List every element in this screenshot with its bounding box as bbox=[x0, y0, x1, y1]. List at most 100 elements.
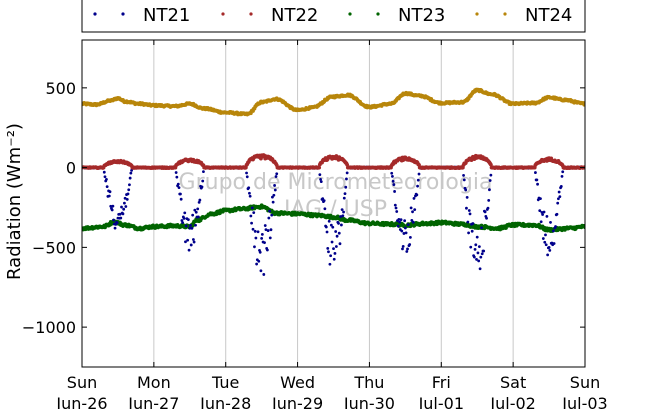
data-point bbox=[482, 249, 486, 253]
data-point bbox=[551, 229, 555, 233]
data-point bbox=[321, 197, 325, 201]
legend-label: NT24 bbox=[525, 5, 572, 26]
data-point bbox=[409, 206, 413, 210]
data-point bbox=[326, 246, 330, 250]
data-point bbox=[480, 252, 484, 256]
data-point bbox=[327, 250, 330, 254]
data-point bbox=[408, 236, 412, 239]
legend-entry: NT23 bbox=[348, 5, 445, 26]
data-point bbox=[339, 215, 343, 218]
x-tick-label-date: Jun-27 bbox=[127, 394, 179, 409]
watermark-line: Grupo de Micrometeorologia bbox=[179, 170, 493, 195]
x-tick-label-date: Jul-01 bbox=[418, 394, 464, 409]
x-tick-label-day: Fri bbox=[432, 373, 451, 392]
data-point bbox=[123, 196, 127, 200]
data-point bbox=[337, 231, 341, 235]
data-point bbox=[188, 226, 192, 230]
data-point bbox=[408, 243, 412, 246]
x-tick-label-day: Tue bbox=[211, 373, 239, 392]
data-point bbox=[472, 255, 476, 259]
data-point bbox=[399, 218, 403, 222]
data-point bbox=[332, 247, 335, 251]
data-point bbox=[411, 210, 414, 214]
x-tick-label-day: Wed bbox=[280, 373, 315, 392]
legend-marker bbox=[348, 12, 352, 16]
data-point bbox=[319, 178, 322, 181]
legend: NT21 NT22 NT23 NT24 bbox=[81, 0, 586, 33]
data-point bbox=[345, 162, 350, 167]
data-point bbox=[342, 196, 346, 200]
data-point bbox=[560, 175, 564, 178]
data-point bbox=[273, 184, 276, 187]
series-nt23 bbox=[82, 203, 585, 233]
data-point bbox=[200, 185, 204, 189]
data-point bbox=[344, 185, 348, 189]
data-point bbox=[271, 195, 274, 199]
data-point bbox=[128, 176, 132, 180]
data-point bbox=[128, 183, 131, 187]
data-point bbox=[475, 235, 479, 239]
data-point bbox=[265, 248, 269, 252]
data-point bbox=[328, 262, 332, 266]
data-point bbox=[267, 216, 271, 220]
x-axis: Sun Jun-26 Mon Jun-27 Tue Jun-28 Wed Jun-29 Thu J… bbox=[55, 40, 608, 409]
data-point bbox=[542, 210, 546, 214]
data-point bbox=[317, 165, 322, 170]
data-point bbox=[129, 171, 133, 175]
legend-label: NT21 bbox=[143, 5, 190, 26]
y-tick-label: 0 bbox=[66, 159, 76, 178]
data-point bbox=[102, 170, 106, 174]
data-point bbox=[487, 198, 491, 202]
legend-marker bbox=[475, 12, 479, 16]
data-point bbox=[402, 232, 406, 235]
data-point bbox=[112, 218, 116, 222]
data-point bbox=[325, 230, 329, 234]
data-point bbox=[126, 192, 130, 196]
data-point bbox=[274, 175, 278, 178]
data-point bbox=[340, 223, 343, 227]
data-point bbox=[464, 188, 468, 192]
data-point bbox=[393, 203, 397, 207]
data-point bbox=[534, 171, 537, 174]
data-point bbox=[558, 195, 562, 199]
legend-entry: NT22 bbox=[221, 5, 318, 26]
data-point bbox=[252, 211, 256, 215]
data-point bbox=[404, 231, 408, 235]
legend-marker bbox=[93, 12, 97, 16]
data-point bbox=[260, 236, 264, 240]
data-point bbox=[557, 190, 561, 194]
data-point bbox=[251, 227, 255, 231]
legend-marker bbox=[376, 12, 380, 16]
data-point bbox=[467, 231, 470, 235]
data-point bbox=[180, 219, 184, 222]
data-point bbox=[120, 205, 123, 209]
data-point bbox=[476, 251, 480, 255]
data-point bbox=[400, 229, 404, 233]
data-point bbox=[473, 248, 477, 251]
data-point bbox=[405, 250, 409, 253]
data-point bbox=[342, 210, 345, 214]
data-point bbox=[123, 201, 126, 205]
series-nt22 bbox=[82, 153, 585, 170]
data-point bbox=[340, 208, 344, 211]
data-point bbox=[390, 171, 394, 175]
y-tick-label: 500 bbox=[45, 79, 76, 98]
data-point bbox=[121, 212, 125, 216]
data-point bbox=[393, 190, 396, 193]
data-point bbox=[329, 223, 333, 227]
series-layer bbox=[82, 87, 585, 276]
y-tick-label: −500 bbox=[32, 238, 76, 257]
data-point bbox=[118, 212, 122, 216]
data-point bbox=[391, 179, 395, 183]
data-point bbox=[254, 236, 258, 240]
data-point bbox=[247, 186, 251, 190]
legend-marker bbox=[249, 12, 253, 16]
data-point bbox=[249, 214, 253, 218]
data-point bbox=[197, 200, 201, 204]
data-point bbox=[337, 222, 340, 225]
data-point bbox=[398, 220, 402, 224]
data-point bbox=[488, 162, 493, 167]
data-point bbox=[255, 262, 259, 266]
legend-entry: NT21 bbox=[93, 5, 190, 26]
